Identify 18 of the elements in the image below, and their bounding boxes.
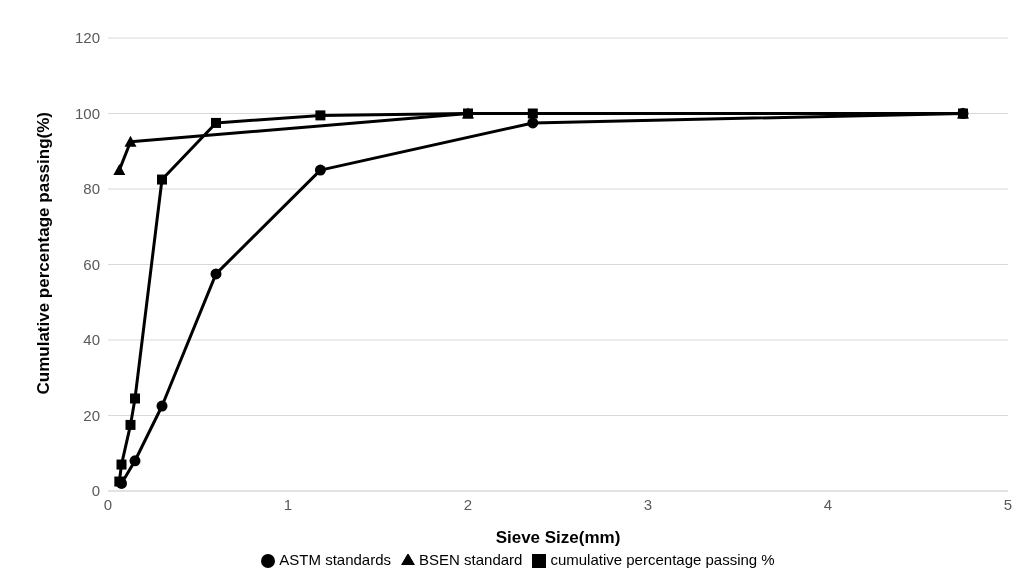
legend-label: BSEN standard — [419, 550, 523, 568]
x-tick-label: 2 — [463, 495, 473, 513]
y-tick-label: 40 — [83, 331, 100, 349]
y-tick-label: 60 — [83, 255, 100, 273]
y-tick-label: 20 — [83, 406, 100, 424]
y-tick-label: 0 — [91, 482, 100, 500]
legend-label: ASTM standards — [279, 550, 392, 568]
x-tick-label: 5 — [1003, 495, 1013, 513]
x-tick-label: 4 — [823, 495, 833, 513]
x-tick-label: 3 — [643, 495, 653, 513]
x-tick-label: 0 — [103, 495, 113, 513]
y-axis-title: Cumulative percentage passing(%) — [34, 112, 54, 395]
legend-label: cumulative percentage passing % — [550, 550, 775, 568]
y-tick-label: 120 — [74, 29, 100, 47]
y-tick-label: 100 — [74, 104, 100, 122]
x-tick-label: 1 — [283, 495, 293, 513]
y-tick-label: 80 — [83, 180, 100, 198]
x-axis-title: Sieve Size(mm) — [495, 527, 621, 547]
